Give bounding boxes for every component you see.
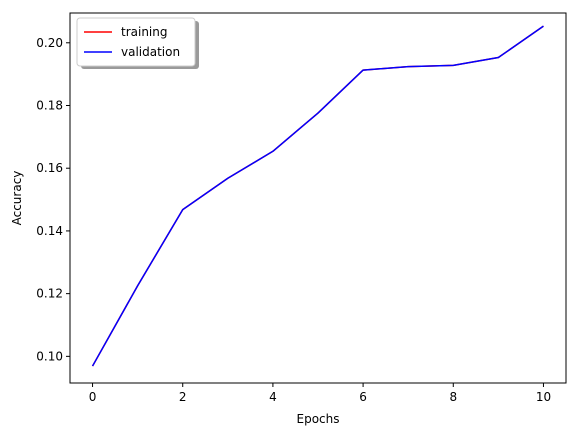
y-tick-label: 0.18 bbox=[36, 99, 63, 113]
x-tick-label: 4 bbox=[269, 390, 277, 404]
x-tick-label: 8 bbox=[449, 390, 457, 404]
x-axis-ticks: 0 2 4 6 8 10 bbox=[89, 383, 551, 404]
legend-label-training: training bbox=[121, 25, 168, 39]
y-axis-ticks: 0.10 0.12 0.14 0.16 0.18 0.20 bbox=[36, 36, 70, 363]
x-axis-label: Epochs bbox=[297, 412, 340, 426]
y-tick-label: 0.12 bbox=[36, 287, 63, 301]
series-line-validation bbox=[91, 25, 544, 367]
y-axis-label: Accuracy bbox=[10, 171, 24, 226]
plot-area bbox=[70, 13, 566, 383]
y-tick-label: 0.14 bbox=[36, 224, 63, 238]
x-tick-label: 2 bbox=[179, 390, 187, 404]
y-tick-label: 0.20 bbox=[36, 36, 63, 50]
plot-frame bbox=[69, 12, 567, 384]
x-tick-label: 6 bbox=[359, 390, 367, 404]
x-tick-label: 0 bbox=[89, 390, 97, 404]
series-layer bbox=[91, 25, 544, 367]
y-tick-label: 0.10 bbox=[36, 349, 63, 363]
x-tick-label: 10 bbox=[536, 390, 551, 404]
legend-label-validation: validation bbox=[121, 45, 180, 59]
y-tick-label: 0.16 bbox=[36, 161, 63, 175]
legend: training validation bbox=[76, 17, 199, 69]
legend-box bbox=[76, 17, 196, 67]
